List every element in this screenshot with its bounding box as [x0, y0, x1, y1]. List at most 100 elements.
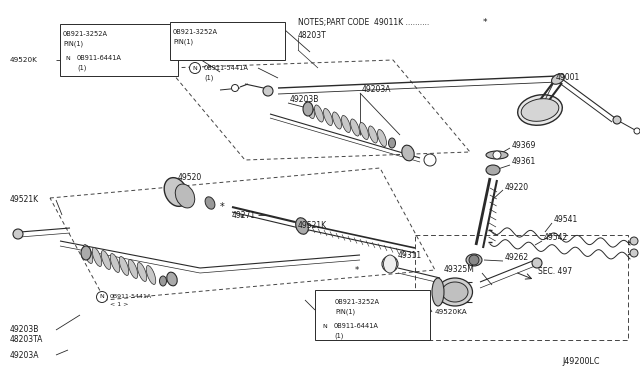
Ellipse shape	[383, 255, 397, 273]
Ellipse shape	[83, 244, 93, 263]
Text: 49262: 49262	[505, 253, 529, 263]
Ellipse shape	[369, 126, 378, 143]
Text: 49325M: 49325M	[444, 266, 475, 275]
Text: *: *	[240, 214, 244, 222]
Circle shape	[469, 255, 479, 265]
Circle shape	[189, 62, 200, 74]
Ellipse shape	[388, 138, 396, 148]
Text: (1): (1)	[204, 75, 213, 81]
Ellipse shape	[386, 299, 414, 321]
Ellipse shape	[137, 263, 147, 282]
Ellipse shape	[101, 250, 111, 269]
Ellipse shape	[314, 105, 323, 122]
Ellipse shape	[159, 276, 166, 286]
Text: N: N	[323, 324, 328, 328]
Text: 49311: 49311	[398, 250, 422, 260]
Text: (1): (1)	[334, 333, 344, 339]
Text: 49203A: 49203A	[10, 350, 40, 359]
Text: N: N	[66, 55, 70, 61]
Bar	[60, 24, 178, 76]
Ellipse shape	[380, 301, 390, 323]
Circle shape	[424, 154, 436, 166]
Text: 49361: 49361	[512, 157, 536, 167]
Bar	[315, 290, 430, 340]
Text: 49520K: 49520K	[10, 57, 38, 63]
Ellipse shape	[128, 260, 138, 279]
Ellipse shape	[432, 278, 444, 306]
Text: 0B911-6441A: 0B911-6441A	[77, 55, 122, 61]
Circle shape	[13, 229, 23, 239]
Ellipse shape	[378, 129, 387, 147]
Text: 0B911-6441A: 0B911-6441A	[334, 323, 379, 329]
Ellipse shape	[175, 184, 195, 208]
Circle shape	[382, 256, 398, 272]
Text: 49203B: 49203B	[290, 96, 319, 105]
Text: 49520KA: 49520KA	[435, 309, 468, 315]
Ellipse shape	[466, 254, 482, 266]
Text: N: N	[100, 295, 104, 299]
Text: 48203T: 48203T	[298, 31, 327, 39]
Text: 49520: 49520	[178, 173, 202, 183]
Text: PIN(1): PIN(1)	[173, 39, 193, 45]
Ellipse shape	[205, 197, 215, 209]
Ellipse shape	[552, 74, 564, 84]
Text: 0B921-3252A: 0B921-3252A	[173, 29, 218, 35]
Circle shape	[319, 321, 330, 331]
Ellipse shape	[486, 165, 500, 175]
Ellipse shape	[342, 115, 351, 132]
Ellipse shape	[296, 218, 308, 234]
Bar	[170, 22, 285, 60]
Circle shape	[634, 128, 640, 134]
Text: 49369: 49369	[512, 141, 536, 150]
Text: 49220: 49220	[505, 183, 529, 192]
Text: < 1 >: < 1 >	[110, 302, 129, 308]
Text: PIN(1): PIN(1)	[63, 41, 83, 47]
Ellipse shape	[333, 112, 342, 129]
Ellipse shape	[402, 145, 414, 161]
Text: *: *	[355, 266, 359, 275]
Text: 48203TA: 48203TA	[10, 336, 44, 344]
Text: 49542: 49542	[544, 234, 568, 243]
Circle shape	[630, 249, 638, 257]
Circle shape	[532, 258, 542, 268]
Text: 0B911-5441A: 0B911-5441A	[204, 65, 249, 71]
Ellipse shape	[303, 102, 313, 116]
Text: 49001: 49001	[556, 74, 580, 83]
Text: 0B921-3252A: 0B921-3252A	[63, 31, 108, 37]
Circle shape	[63, 52, 74, 64]
Text: 49521K: 49521K	[10, 196, 39, 205]
Circle shape	[613, 116, 621, 124]
Ellipse shape	[438, 278, 472, 306]
Text: N: N	[193, 65, 197, 71]
Text: 49521K: 49521K	[298, 221, 327, 231]
Ellipse shape	[351, 119, 360, 136]
Text: 49203B: 49203B	[10, 326, 40, 334]
Ellipse shape	[167, 272, 177, 286]
Text: *: *	[220, 202, 225, 212]
Text: PIN(1): PIN(1)	[335, 309, 355, 315]
Ellipse shape	[119, 257, 129, 276]
Text: SEC. 497: SEC. 497	[538, 267, 572, 276]
Circle shape	[97, 292, 108, 302]
Text: NOTES;PART CODE  49011K ..........: NOTES;PART CODE 49011K ..........	[298, 17, 429, 26]
Circle shape	[232, 84, 239, 92]
Ellipse shape	[305, 102, 314, 119]
Text: 49271: 49271	[232, 211, 256, 219]
Ellipse shape	[92, 247, 102, 266]
Ellipse shape	[81, 246, 91, 260]
Ellipse shape	[390, 302, 410, 318]
Ellipse shape	[360, 122, 369, 140]
Ellipse shape	[323, 109, 333, 125]
Ellipse shape	[147, 266, 156, 285]
Text: *: *	[483, 17, 488, 26]
Ellipse shape	[486, 151, 508, 159]
Text: 49203A: 49203A	[362, 86, 392, 94]
Circle shape	[263, 86, 273, 96]
Circle shape	[630, 237, 638, 245]
Circle shape	[493, 151, 501, 159]
Text: J49200LC: J49200LC	[563, 357, 600, 366]
Ellipse shape	[521, 99, 559, 121]
Text: 0B911-5441A: 0B911-5441A	[110, 295, 152, 299]
Ellipse shape	[110, 254, 120, 272]
Ellipse shape	[442, 282, 468, 302]
